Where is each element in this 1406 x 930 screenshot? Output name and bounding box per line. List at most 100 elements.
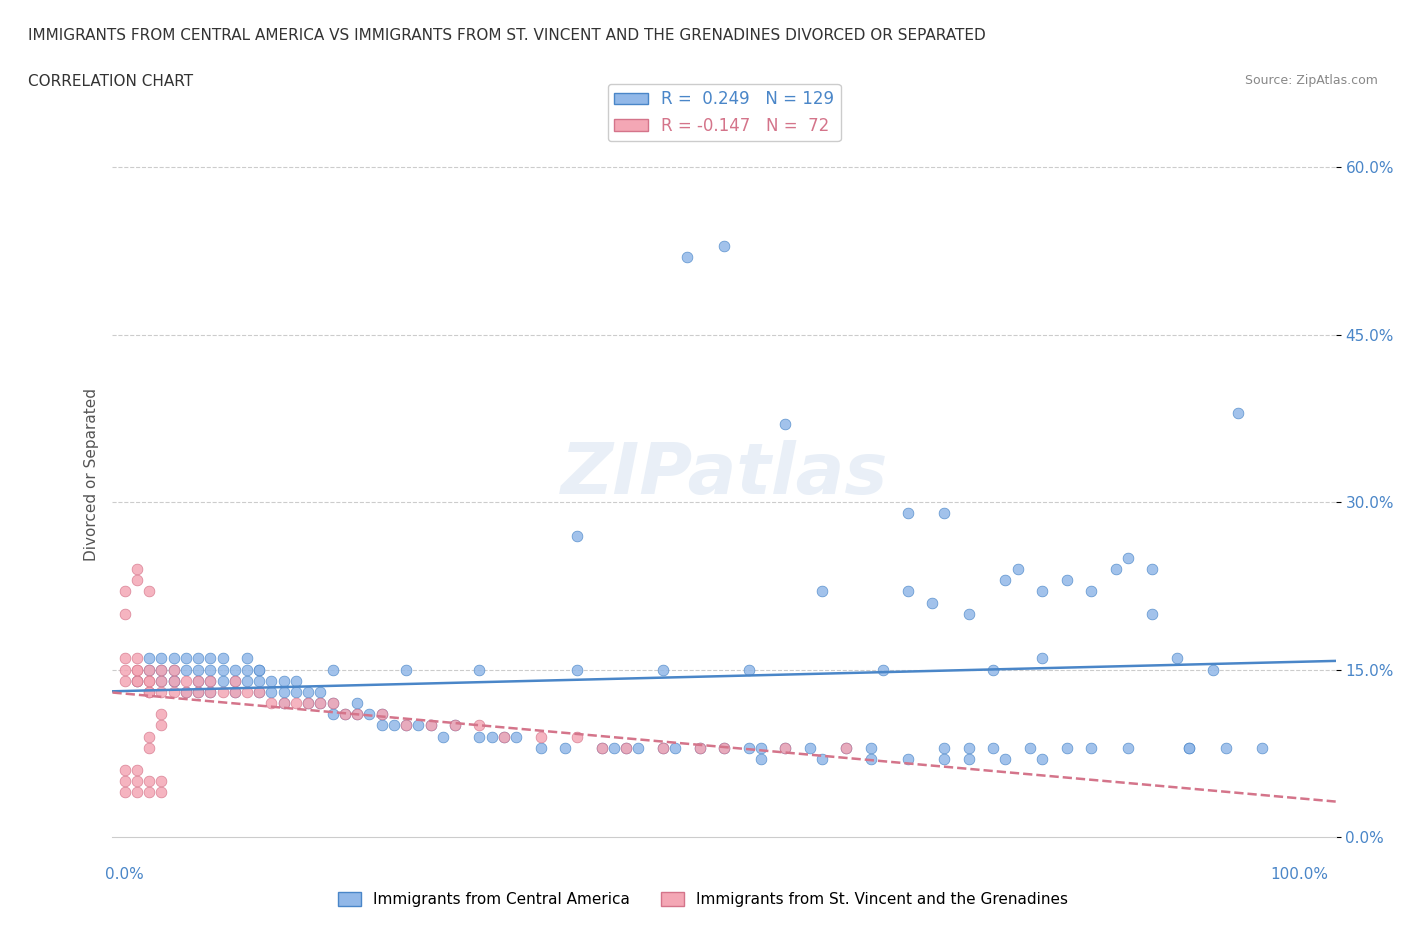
- Point: [211, 684, 233, 699]
- Point: [236, 662, 259, 677]
- Point: [370, 707, 392, 722]
- Point: [187, 684, 209, 699]
- Point: [284, 684, 308, 699]
- Point: [567, 729, 589, 744]
- Point: [150, 673, 173, 688]
- Point: [322, 707, 344, 722]
- Point: [247, 684, 270, 699]
- Point: [125, 662, 148, 677]
- Point: [529, 740, 551, 755]
- Point: [934, 506, 956, 521]
- Point: [481, 729, 503, 744]
- Point: [1018, 740, 1040, 755]
- Point: [236, 651, 259, 666]
- Point: [187, 662, 209, 677]
- Point: [236, 673, 259, 688]
- Point: [749, 751, 772, 766]
- Point: [224, 673, 246, 688]
- Point: [125, 562, 148, 577]
- Point: [1178, 740, 1201, 755]
- Point: [957, 740, 980, 755]
- Point: [114, 785, 136, 800]
- Point: [309, 696, 332, 711]
- Point: [125, 673, 148, 688]
- Point: [187, 673, 209, 688]
- Point: [174, 662, 197, 677]
- Point: [273, 673, 295, 688]
- Point: [114, 584, 136, 599]
- Point: [187, 684, 209, 699]
- Point: [163, 673, 186, 688]
- Point: [603, 740, 626, 755]
- Point: [114, 606, 136, 621]
- Point: [591, 740, 613, 755]
- Point: [994, 751, 1017, 766]
- Point: [200, 673, 222, 688]
- Point: [297, 696, 319, 711]
- Point: [713, 740, 735, 755]
- Point: [419, 718, 441, 733]
- Point: [370, 707, 392, 722]
- Point: [211, 662, 233, 677]
- Point: [1251, 740, 1274, 755]
- Point: [322, 696, 344, 711]
- Point: [247, 662, 270, 677]
- Point: [114, 763, 136, 777]
- Point: [150, 707, 173, 722]
- Point: [1142, 606, 1164, 621]
- Point: [114, 662, 136, 677]
- Point: [200, 684, 222, 699]
- Point: [224, 684, 246, 699]
- Point: [591, 740, 613, 755]
- Point: [125, 673, 148, 688]
- Point: [114, 774, 136, 789]
- Point: [163, 673, 186, 688]
- Point: [1031, 651, 1053, 666]
- Point: [260, 696, 283, 711]
- Point: [835, 740, 858, 755]
- Point: [284, 673, 308, 688]
- Point: [150, 673, 173, 688]
- Point: [200, 651, 222, 666]
- Point: [150, 651, 173, 666]
- Point: [567, 528, 589, 543]
- Point: [150, 684, 173, 699]
- Point: [957, 751, 980, 766]
- Point: [211, 673, 233, 688]
- Point: [1080, 584, 1102, 599]
- Point: [1007, 562, 1029, 577]
- Point: [1226, 405, 1249, 420]
- Point: [333, 707, 356, 722]
- Point: [309, 684, 332, 699]
- Point: [382, 718, 405, 733]
- Point: [163, 651, 186, 666]
- Point: [713, 238, 735, 253]
- Point: [811, 584, 834, 599]
- Point: [775, 740, 797, 755]
- Point: [981, 740, 1004, 755]
- Point: [1056, 573, 1078, 588]
- Point: [174, 651, 197, 666]
- Point: [614, 740, 637, 755]
- Point: [652, 662, 675, 677]
- Point: [676, 249, 699, 264]
- Point: [273, 696, 295, 711]
- Point: [150, 662, 173, 677]
- Point: [921, 595, 943, 610]
- Point: [125, 573, 148, 588]
- Point: [138, 740, 160, 755]
- Point: [859, 751, 882, 766]
- Point: [627, 740, 650, 755]
- Point: [138, 662, 160, 677]
- Point: [419, 718, 441, 733]
- Point: [444, 718, 467, 733]
- Legend: Immigrants from Central America, Immigrants from St. Vincent and the Grenadines: Immigrants from Central America, Immigra…: [332, 885, 1074, 913]
- Point: [492, 729, 515, 744]
- Point: [737, 740, 759, 755]
- Point: [138, 785, 160, 800]
- Point: [981, 662, 1004, 677]
- Point: [934, 740, 956, 755]
- Point: [150, 718, 173, 733]
- Point: [125, 662, 148, 677]
- Point: [1056, 740, 1078, 755]
